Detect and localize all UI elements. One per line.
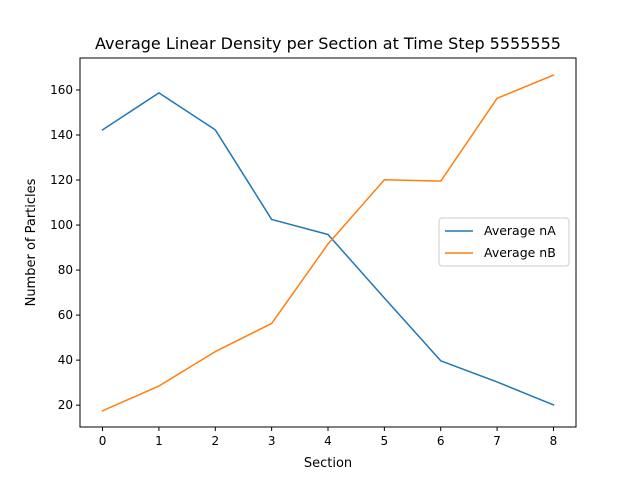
x-tick-label: 0 — [99, 434, 107, 448]
x-tick-label: 2 — [211, 434, 219, 448]
x-tick-label: 7 — [493, 434, 501, 448]
x-tick-label: 1 — [155, 434, 163, 448]
y-axis-label: Number of Particles — [24, 178, 39, 306]
legend-box — [438, 217, 570, 267]
axis-ticks: 0 1 2 3 4 5 6 7 8 20 40 60 80 100 120 140 160 — [50, 83, 557, 448]
x-tick-label: 4 — [324, 434, 332, 448]
chart-title: Average Linear Density per Section at Ti… — [95, 34, 561, 53]
x-tick-label: 3 — [268, 434, 276, 448]
y-tick-label: 60 — [58, 308, 73, 322]
y-tick-label: 160 — [50, 83, 73, 97]
x-tick-label: 8 — [550, 434, 558, 448]
legend-label-average-nb: Average nB — [484, 245, 556, 260]
x-tick-label: 5 — [381, 434, 389, 448]
y-tick-label: 40 — [58, 353, 73, 367]
y-tick-label: 20 — [58, 398, 73, 412]
y-tick-label: 80 — [58, 263, 73, 277]
y-tick-label: 120 — [50, 173, 73, 187]
legend: Average nA Average nB — [438, 217, 570, 267]
legend-label-average-na: Average nA — [484, 223, 556, 238]
x-tick-label: 6 — [437, 434, 445, 448]
series-lines — [101, 74, 555, 412]
y-tick-label: 140 — [50, 128, 73, 142]
series-line-average-na — [101, 92, 555, 406]
series-line-average-nb — [101, 74, 555, 412]
plot-frame — [79, 57, 577, 428]
x-axis-label: Section — [304, 456, 352, 471]
y-tick-label: 100 — [50, 218, 73, 232]
